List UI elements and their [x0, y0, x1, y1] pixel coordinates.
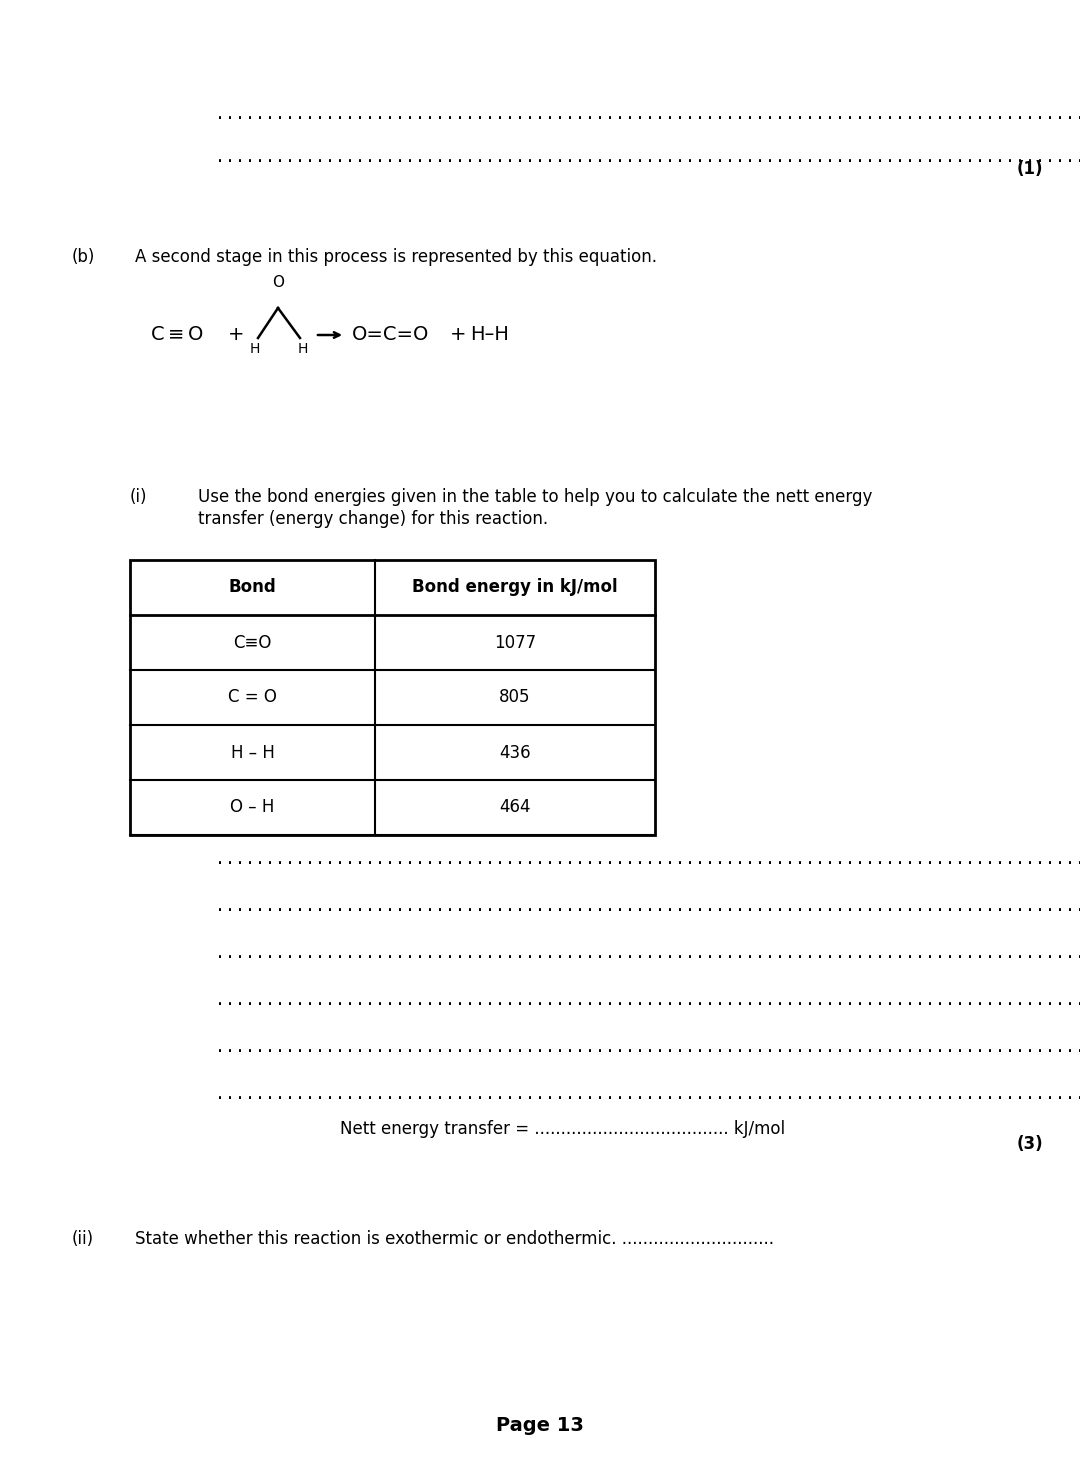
Text: H–H: H–H [470, 326, 509, 345]
Text: 805: 805 [499, 689, 530, 707]
Text: (b): (b) [72, 248, 95, 266]
Text: Use the bond energies given in the table to help you to calculate the nett energ: Use the bond energies given in the table… [198, 488, 873, 506]
Text: O: O [272, 274, 284, 291]
Text: Nett energy transfer = ..................................... kJ/mol: Nett energy transfer = .................… [340, 1120, 785, 1139]
Text: +: + [450, 326, 467, 345]
Text: C≡O: C≡O [233, 633, 272, 652]
Text: ................................................................................: ........................................… [215, 105, 1080, 122]
Text: ................................................................................: ........................................… [215, 1038, 1080, 1056]
Text: State whether this reaction is exothermic or endothermic. ......................: State whether this reaction is exothermi… [135, 1230, 774, 1248]
Text: (ii): (ii) [72, 1230, 94, 1248]
Text: 436: 436 [499, 743, 530, 761]
Text: ................................................................................: ........................................… [215, 944, 1080, 962]
Text: (3): (3) [1016, 1134, 1043, 1153]
Text: H: H [298, 342, 308, 355]
Text: ................................................................................: ........................................… [215, 148, 1080, 167]
Text: O – H: O – H [230, 798, 274, 817]
Text: Bond energy in kJ/mol: Bond energy in kJ/mol [413, 578, 618, 596]
Text: ................................................................................: ........................................… [215, 850, 1080, 867]
Text: +: + [228, 326, 244, 345]
Text: H: H [249, 342, 260, 355]
Text: ................................................................................: ........................................… [215, 1086, 1080, 1103]
Text: transfer (energy change) for this reaction.: transfer (energy change) for this reacti… [198, 510, 549, 528]
Text: A second stage in this process is represented by this equation.: A second stage in this process is repres… [135, 248, 657, 266]
Text: Bond: Bond [229, 578, 276, 596]
Text: 1077: 1077 [494, 633, 536, 652]
Text: Page 13: Page 13 [496, 1416, 584, 1435]
Text: C$\equiv$O: C$\equiv$O [150, 326, 204, 345]
Text: ................................................................................: ........................................… [215, 897, 1080, 914]
Bar [130, 560, 654, 835]
Text: H – H: H – H [230, 743, 274, 761]
Text: O=C=O: O=C=O [352, 326, 430, 345]
Text: 464: 464 [499, 798, 530, 817]
Text: C = O: C = O [228, 689, 276, 707]
Text: (1): (1) [1016, 159, 1043, 178]
Text: (i): (i) [130, 488, 148, 506]
Text: ................................................................................: ........................................… [215, 991, 1080, 1009]
